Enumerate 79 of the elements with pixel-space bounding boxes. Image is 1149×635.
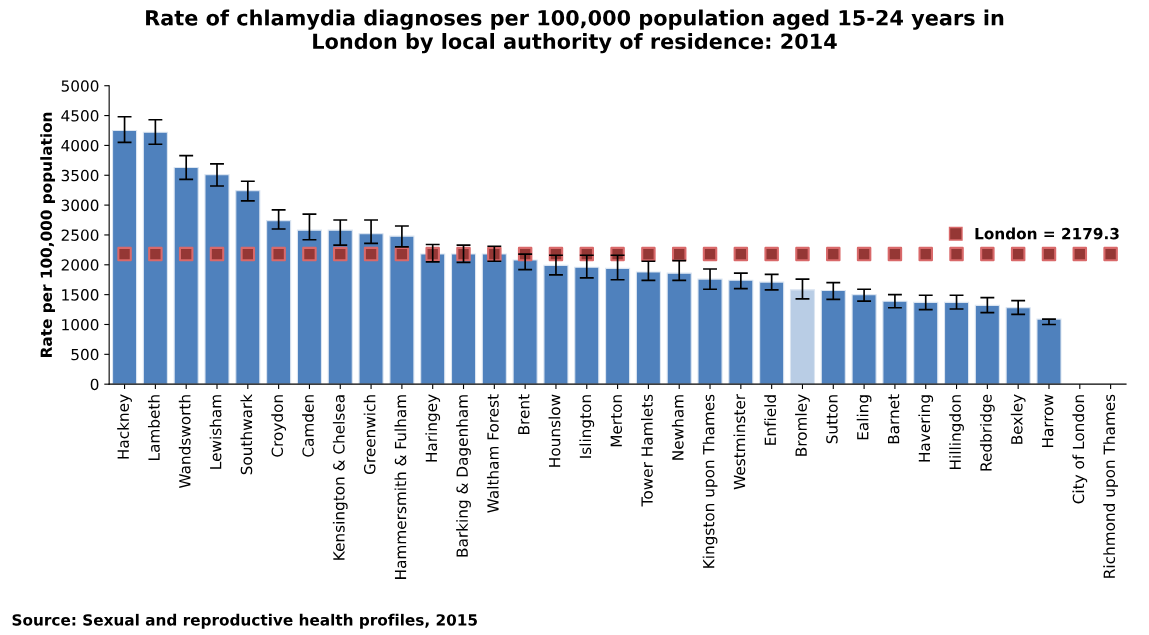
x-tick-label: Hammersmith & Fulham [394, 395, 407, 579]
bar [635, 271, 661, 385]
bar [789, 289, 816, 385]
bar [574, 266, 600, 385]
x-tick-label: Kingston upon Thames [702, 394, 718, 568]
bar [142, 131, 168, 385]
x-tick-label: Hounslow [548, 394, 561, 467]
bar [481, 253, 507, 385]
source-note: Source: Sexual and reproductive health profiles, 2015 [12, 613, 477, 629]
bar [111, 129, 138, 385]
y-tick-label: 4000 [61, 139, 99, 152]
bar [943, 301, 970, 385]
bar [327, 229, 353, 385]
y-tick-label: 2000 [61, 259, 99, 271]
bar [851, 294, 877, 385]
bar [450, 253, 477, 385]
y-tick-label: 0 [90, 378, 99, 391]
bar [974, 304, 1000, 385]
x-tick-label: Brent [518, 394, 530, 434]
x-tick-label: Croydon [271, 395, 287, 457]
x-tick-label: Camden [302, 395, 314, 457]
bar [882, 300, 908, 385]
bar [512, 259, 538, 385]
bar [173, 166, 199, 385]
x-tick-label: Kensington & Chelsea [332, 395, 348, 560]
y-tick-label: 1000 [62, 318, 99, 331]
bar [204, 174, 230, 385]
y-tick-label: 4500 [61, 110, 99, 122]
bar [296, 229, 323, 385]
x-tick-label: Lambeth [147, 395, 160, 460]
x-tick-label: City of London [1072, 395, 1088, 504]
x-tick-label: Wandsworth [178, 395, 191, 489]
x-tick-label: Ealing [856, 395, 872, 440]
bar [913, 301, 939, 385]
x-tick-label: Hackney [117, 394, 132, 459]
legend-label: London = 2179.3 [975, 227, 1119, 240]
bar [820, 289, 846, 385]
bar [759, 281, 785, 385]
y-tick-label: 1500 [62, 289, 99, 301]
bar [1036, 318, 1062, 385]
x-tick-label: Haringey [425, 394, 441, 462]
bar [697, 278, 723, 385]
x-tick-label: Newham [671, 395, 684, 460]
bar [389, 235, 415, 385]
y-tick-label: 2500 [61, 229, 99, 241]
bar [728, 279, 754, 385]
x-tick-label: Bromley [795, 394, 810, 456]
y-tick-label: 3000 [61, 199, 99, 212]
x-tick-label: Westminster [733, 393, 746, 490]
y-axis-title: Rate per 100,000 population [40, 112, 55, 357]
bar [420, 253, 446, 385]
x-tick-label: Richmond upon Thames [1103, 394, 1119, 578]
x-tick-label: Southwark [240, 393, 253, 475]
x-tick-label: Hillingdon [949, 395, 964, 469]
bar [605, 267, 631, 385]
x-tick-label: Havering [918, 395, 934, 462]
x-tick-label: Bexley [1010, 394, 1026, 444]
x-tick-label: Greenwich [363, 395, 376, 475]
x-tick-label: Merton [610, 395, 623, 447]
y-tick-label: 5000 [61, 80, 99, 92]
x-tick-label: Tower Hamlets [641, 394, 653, 507]
x-tick-label: Enfield [764, 395, 777, 445]
bar [235, 190, 261, 385]
y-tick-label: 3500 [61, 169, 99, 182]
x-tick-label: Sutton [826, 395, 838, 444]
x-tick-label: Harrow [1042, 394, 1054, 448]
bar [266, 220, 292, 385]
x-tick-label: Waltham Forest [486, 394, 499, 513]
x-tick-label: Lewisham [209, 395, 222, 469]
bar [1005, 307, 1031, 385]
x-tick-label: Barking & Dagenham [456, 395, 471, 557]
bar [543, 264, 569, 385]
bar [666, 272, 692, 385]
y-tick-label: 500 [71, 348, 99, 361]
bar [358, 233, 384, 385]
x-tick-label: Barnet [887, 394, 900, 444]
x-tick-label: Redbridge [979, 394, 995, 471]
x-tick-label: Islington [579, 395, 595, 458]
chart-title: Rate of chlamydia diagnoses per 100,000 population aged 15-24 years in London by local authority of residence: 2014 [146, 9, 1004, 54]
